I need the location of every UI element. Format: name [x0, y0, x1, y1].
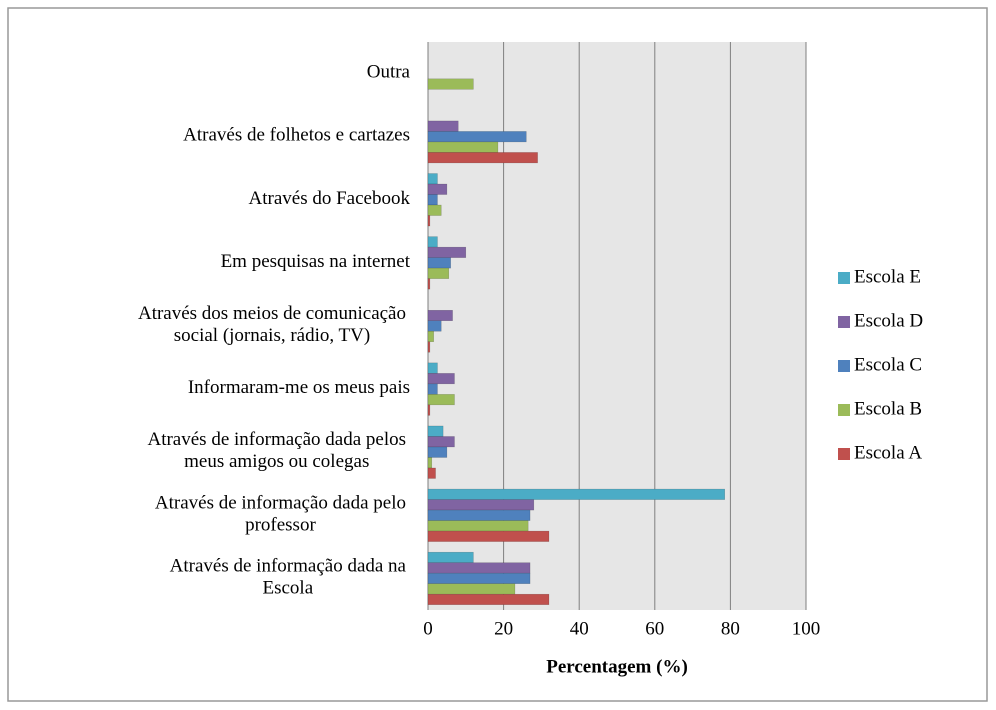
bar: [427, 404, 431, 416]
bar: [427, 425, 444, 437]
bar: [427, 78, 474, 90]
x-tick-label: 80: [721, 618, 740, 639]
y-tick-label: Através de informação dada pelo professor: [155, 493, 406, 536]
bar: [427, 236, 438, 248]
x-tick-label: 40: [570, 618, 589, 639]
legend-swatch: [838, 272, 850, 284]
y-tick-label: Informaram-me os meus pais: [188, 377, 410, 398]
y-tick-label: Através de informação dada pelos meus ami…: [147, 430, 406, 473]
bar: [427, 488, 725, 500]
bar: [427, 341, 431, 353]
bar: [427, 215, 431, 227]
bar: [427, 362, 438, 374]
bar: [427, 373, 455, 385]
legend-swatch: [838, 316, 850, 328]
x-axis-title: Percentagem (%): [546, 656, 688, 677]
bar: [427, 436, 455, 448]
x-tick-label: 100: [792, 618, 821, 639]
legend-swatch: [838, 448, 850, 460]
y-tick-label: Através do Facebook: [249, 188, 411, 209]
bar: [427, 310, 453, 321]
legend-label: Escola C: [854, 354, 922, 375]
x-tick-label: 0: [423, 618, 433, 639]
bar: [427, 267, 450, 279]
bar: [427, 530, 550, 542]
bar: [427, 551, 474, 563]
y-tick-label: Através dos meios de comunicação social (…: [138, 303, 406, 346]
bar: [427, 331, 434, 342]
y-tick-label: Através de folhetos e cartazes: [183, 125, 410, 146]
bar: [427, 499, 535, 511]
x-tick-label: 20: [494, 618, 513, 639]
bar: [427, 383, 438, 395]
bar: [427, 572, 531, 584]
bar: [427, 278, 431, 290]
bar: [427, 152, 538, 164]
bar: [427, 467, 436, 479]
bar: [427, 173, 438, 185]
bar: [427, 562, 531, 574]
bar: [427, 509, 531, 521]
bar: [427, 457, 433, 469]
bar: [427, 131, 527, 143]
bar: [427, 246, 467, 258]
legend-label: Escola D: [854, 310, 923, 331]
bar: [427, 204, 442, 216]
bar: [427, 257, 451, 269]
legend-swatch: [838, 360, 850, 372]
bar: [427, 583, 516, 595]
bar: [427, 183, 448, 195]
y-tick-label: Em pesquisas na internet: [221, 251, 411, 272]
bar: [427, 593, 550, 605]
y-tick-label: Outra: [367, 62, 411, 83]
legend-label: Escola A: [854, 442, 922, 463]
bar: [427, 141, 499, 153]
bar: [427, 194, 438, 206]
legend-label: Escola B: [854, 398, 922, 419]
legend-swatch: [838, 404, 850, 416]
bar: [427, 446, 448, 458]
x-tick-label: 60: [645, 618, 664, 639]
bar: [427, 120, 459, 132]
bar: [427, 394, 455, 406]
bar: [427, 320, 442, 332]
y-tick-label: Através de informação dada na Escola: [170, 556, 407, 599]
legend-label: Escola E: [854, 266, 921, 287]
bar: [427, 520, 529, 532]
